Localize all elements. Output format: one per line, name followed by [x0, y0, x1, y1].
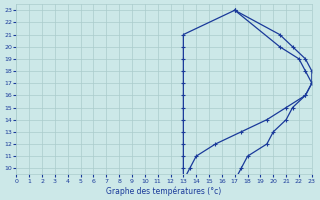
- X-axis label: Graphe des températures (°c): Graphe des températures (°c): [107, 186, 222, 196]
